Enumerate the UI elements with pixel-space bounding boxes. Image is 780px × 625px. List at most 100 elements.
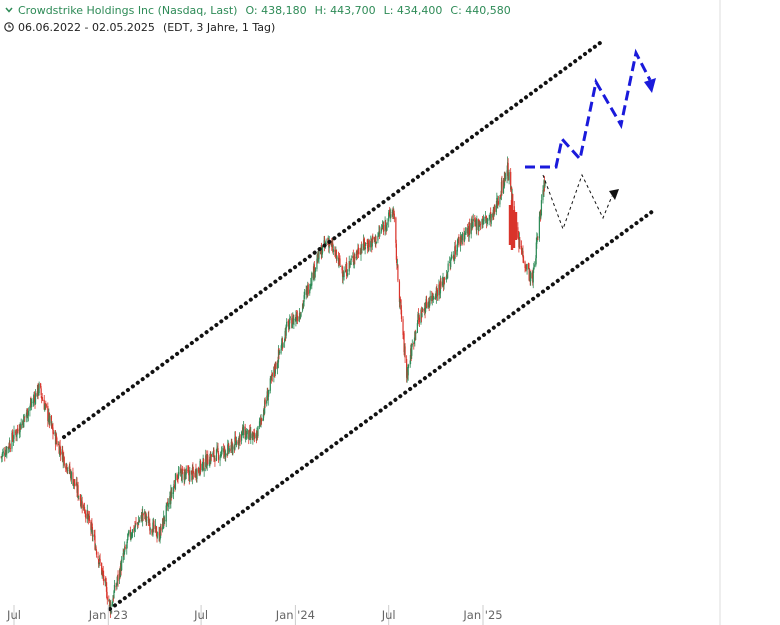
candle	[127, 533, 129, 541]
projection-arrowhead	[644, 78, 656, 93]
candle	[361, 243, 363, 254]
candle	[151, 528, 153, 536]
candle	[113, 579, 116, 594]
candle	[291, 322, 293, 329]
candle	[199, 459, 202, 475]
candle	[164, 515, 166, 525]
candle	[215, 449, 218, 462]
candle	[219, 451, 222, 458]
candle	[248, 429, 250, 441]
candle	[286, 318, 288, 329]
candle	[521, 248, 523, 255]
candle	[404, 343, 406, 363]
clock-icon[interactable]	[4, 22, 14, 32]
candle	[432, 292, 434, 302]
candle	[167, 498, 169, 512]
candle	[278, 347, 280, 360]
candle	[478, 221, 480, 232]
candle	[421, 312, 423, 318]
candle	[138, 517, 141, 523]
candle	[189, 467, 191, 482]
candle	[263, 408, 265, 421]
alternate-projection-path[interactable]	[542, 173, 613, 231]
bullish-projection-path[interactable]	[525, 48, 652, 169]
candle	[45, 403, 47, 409]
candle	[23, 414, 25, 428]
candle	[99, 553, 101, 566]
candle	[225, 449, 227, 462]
candle	[542, 185, 544, 204]
candle	[260, 417, 263, 425]
chart-header-line-1: Crowdstrike Holdings Inc (Nasdaq, Last) O…	[4, 4, 511, 17]
candle	[49, 413, 51, 426]
candle	[234, 431, 236, 451]
candle	[142, 512, 144, 521]
candle	[264, 397, 266, 409]
candle	[440, 277, 442, 289]
candle	[122, 548, 124, 563]
candle	[172, 486, 175, 500]
candle	[235, 436, 238, 448]
candle	[185, 465, 187, 479]
candle	[18, 424, 20, 435]
candle	[241, 430, 243, 438]
candle	[426, 295, 428, 309]
candle	[307, 282, 309, 296]
candle	[341, 266, 344, 283]
candle	[504, 173, 507, 181]
candle	[520, 240, 523, 255]
candle	[214, 455, 216, 467]
candlestick-series	[0, 156, 546, 618]
candle	[140, 514, 142, 523]
candle	[382, 221, 385, 236]
drawings	[62, 38, 656, 611]
chevron-down-icon[interactable]	[4, 5, 14, 15]
candle	[531, 269, 533, 279]
upper-channel-line[interactable]	[62, 38, 606, 439]
candle	[465, 227, 467, 236]
candle	[13, 425, 15, 443]
candle	[11, 429, 14, 442]
candle	[181, 468, 183, 484]
candle	[182, 465, 184, 475]
candle	[133, 526, 136, 538]
candle	[170, 484, 172, 509]
candle	[342, 271, 344, 285]
lower-channel-line[interactable]	[108, 209, 655, 611]
candle	[450, 257, 452, 270]
candle	[504, 171, 506, 183]
candle	[536, 233, 538, 242]
candle	[77, 495, 80, 500]
candle	[230, 438, 232, 454]
candle	[517, 222, 519, 239]
candle	[16, 424, 19, 434]
candle	[381, 227, 383, 230]
candle	[413, 341, 415, 350]
candle	[472, 221, 474, 229]
candle	[407, 363, 409, 381]
candle	[257, 425, 259, 438]
candle	[6, 446, 8, 459]
candle	[81, 496, 83, 514]
candle	[415, 331, 417, 341]
candle	[490, 213, 492, 227]
candle	[321, 245, 324, 255]
candle	[217, 450, 220, 463]
x-tick-label: Jan '24	[275, 608, 315, 622]
candle	[37, 383, 39, 400]
candle	[207, 450, 209, 465]
candle	[227, 439, 229, 456]
candle	[449, 256, 451, 264]
candle	[368, 239, 370, 251]
candle	[250, 426, 252, 444]
candle	[128, 529, 130, 536]
candle	[537, 236, 539, 241]
candle	[536, 232, 538, 249]
chart-header-line-2: 06.06.2022 - 02.05.2025 (EDT, 3 Jahre, 1 …	[4, 21, 275, 34]
candle	[210, 451, 212, 465]
candle	[184, 469, 186, 480]
candle	[396, 256, 398, 270]
candle	[152, 518, 154, 537]
selloff-band	[508, 200, 518, 250]
